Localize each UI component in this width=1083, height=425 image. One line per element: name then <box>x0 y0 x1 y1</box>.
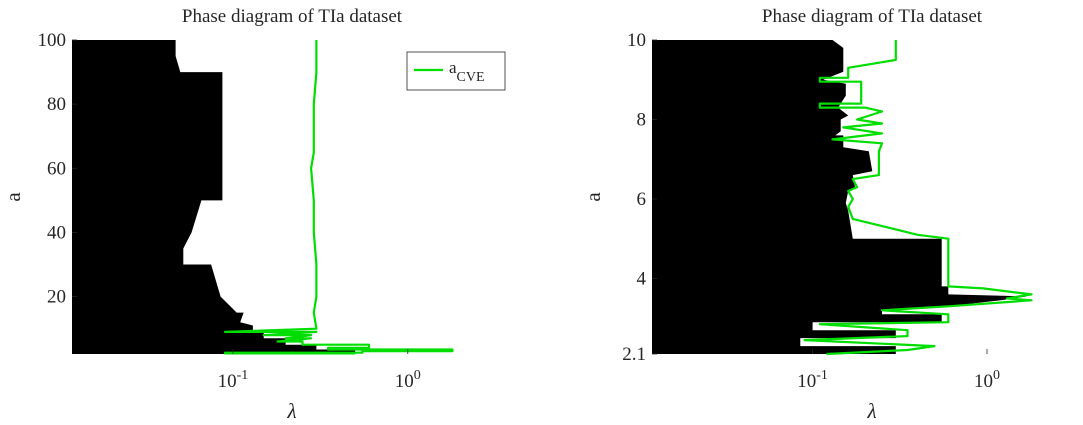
x-axis-ticks: 10-1 100 <box>797 349 1000 392</box>
x-tick-label: 10-1 <box>218 368 249 392</box>
legend-label-subscript: CVE <box>457 70 485 85</box>
y-tick-label: 2.1 <box>622 344 646 365</box>
x-tick-label: 10-1 <box>797 368 828 392</box>
y-tick-label: 4 <box>637 268 647 289</box>
y-tick-label: 80 <box>47 94 66 115</box>
y-tick-label: 60 <box>47 158 66 179</box>
x-tick-label: 100 <box>395 368 421 392</box>
y-tick-label: 8 <box>637 109 647 130</box>
chart-right: Phase diagram of TIa dataset 2.1 4 6 8 10 10… <box>581 6 1033 423</box>
x-axis-ticks: 10-1 100 <box>218 349 421 392</box>
y-tick-label: 6 <box>637 189 647 210</box>
y-axis-label: a <box>581 192 605 202</box>
chart-title: Phase diagram of TIa dataset <box>182 6 403 27</box>
y-tick-label: 100 <box>38 30 67 51</box>
legend-label-base: a <box>449 58 457 77</box>
y-axis-label: a <box>1 192 25 202</box>
y-axis-ticks: 20 40 60 80 100 <box>38 30 77 308</box>
x-axis-label: λ <box>866 399 876 423</box>
y-axis-ticks: 2.1 4 6 8 10 <box>622 30 657 365</box>
phase-region <box>72 40 356 354</box>
x-tick-label: 100 <box>974 368 1000 392</box>
series-line-a-cve <box>223 40 454 355</box>
phase-region <box>652 40 1028 354</box>
legend: aCVE <box>406 51 506 91</box>
y-tick-label: 40 <box>47 222 66 243</box>
x-axis-label: λ <box>286 399 296 423</box>
legend-label-a-cve: aCVE <box>449 58 485 85</box>
chart-title: Phase diagram of TIa dataset <box>762 6 983 27</box>
y-tick-label: 20 <box>47 287 66 308</box>
y-tick-label: 10 <box>627 30 646 51</box>
series-line-a-cve <box>803 40 1033 356</box>
chart-left: Phase diagram of TIa dataset 20 40 60 80 100… <box>1 6 506 423</box>
